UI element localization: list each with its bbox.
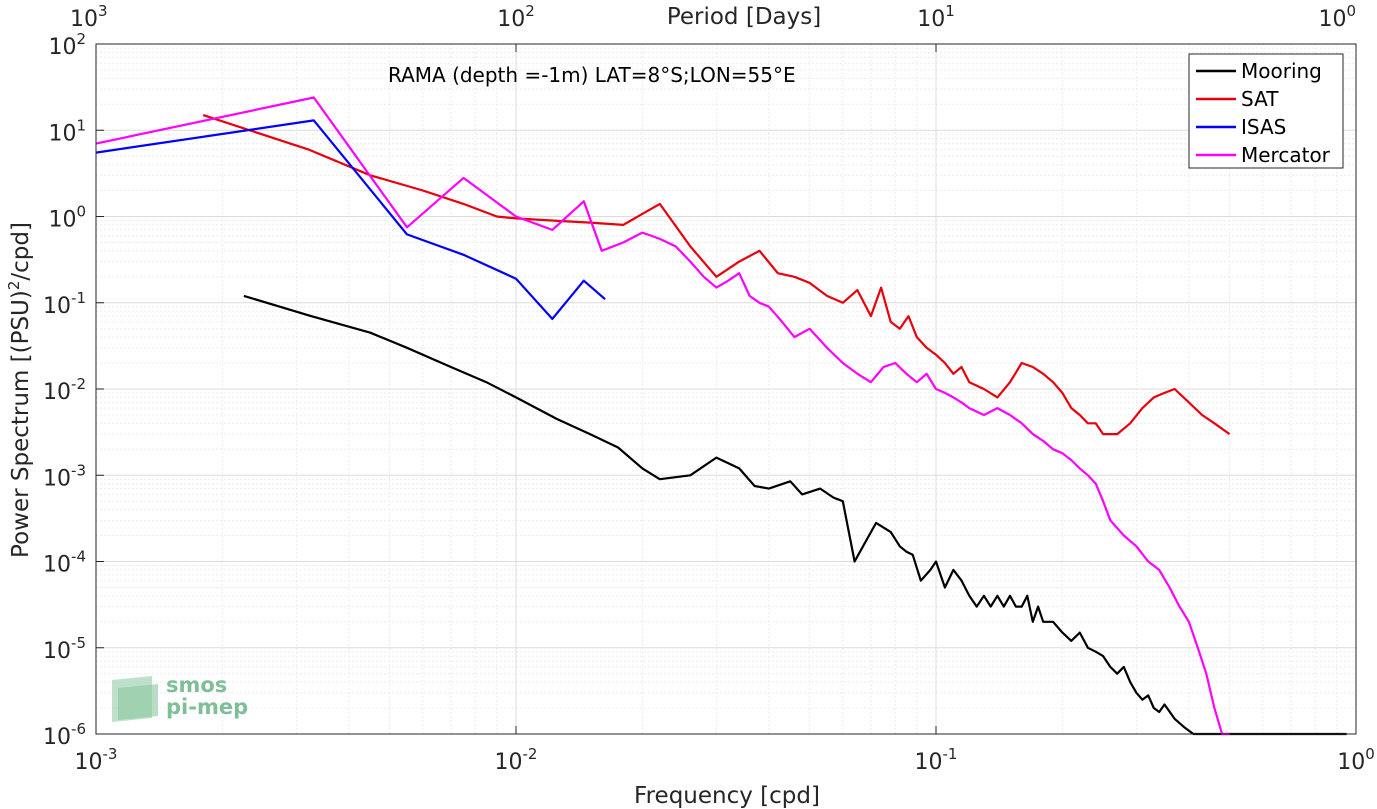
top-tick-label: 103 xyxy=(70,2,108,32)
x-axis-label: Frequency [cpd] xyxy=(634,783,820,809)
major-grid xyxy=(95,43,1357,735)
series-line-isas xyxy=(95,119,606,320)
y-tick-label: 10-5 xyxy=(43,634,86,664)
top-axis-label: Period [Days] xyxy=(667,4,821,30)
legend-label-mercator: Mercator xyxy=(1241,143,1331,167)
smos-pi-mep-logo: smos pi-mep xyxy=(112,673,248,722)
logo-text-line1: smos xyxy=(166,673,227,697)
legend-label-isas: ISAS xyxy=(1241,115,1286,139)
top-tick-label: 102 xyxy=(497,2,535,32)
chart-annotation: RAMA (depth =-1m) LAT=8°S;LON=55°E xyxy=(388,63,796,87)
legend-box xyxy=(1188,53,1344,169)
logo-wave-shape-2 xyxy=(118,684,158,720)
legend[interactable]: Mooring SAT ISAS Mercator xyxy=(1188,53,1344,169)
x-tick-label: 10-1 xyxy=(915,745,958,775)
series-layer xyxy=(95,96,1347,736)
series-line-mooring xyxy=(243,294,1347,736)
x-tick-label: 100 xyxy=(1337,745,1375,775)
y-axis-label-main: Power Spectrum [(PSU) xyxy=(8,290,34,558)
legend-label-mooring: Mooring xyxy=(1241,59,1322,83)
logo-text-line2: pi-mep xyxy=(166,695,248,719)
y-tick-label: 101 xyxy=(48,116,86,146)
y-tick-label: 10-4 xyxy=(43,548,86,578)
legend-label-sat: SAT xyxy=(1241,87,1279,111)
x-tick-label: 10-2 xyxy=(495,745,538,775)
y-axis-label: Power Spectrum [(PSU)2/cpd] xyxy=(5,222,34,558)
series-line-mercator xyxy=(95,96,1230,736)
y-tick-label: 10-2 xyxy=(43,375,86,405)
top-tick-label: 101 xyxy=(917,2,955,32)
ticks-layer: 10-3 10-2 10-1 100 10-6 10-5 10-4 10-3 10-2 10-1 1… xyxy=(43,2,1375,775)
y-tick-label: 100 xyxy=(48,203,86,233)
y-tick-label: 102 xyxy=(48,30,86,60)
top-tick-label: 100 xyxy=(1318,2,1356,32)
x-tick-label: 10-3 xyxy=(75,745,118,775)
y-tick-label: 10-6 xyxy=(43,720,86,750)
y-axis-label-sup: 2 xyxy=(5,281,23,291)
y-axis-label-suffix: /cpd] xyxy=(8,222,34,281)
y-tick-label: 10-1 xyxy=(43,289,86,319)
series-line-sat xyxy=(202,114,1231,436)
y-tick-label: 10-3 xyxy=(43,461,86,491)
